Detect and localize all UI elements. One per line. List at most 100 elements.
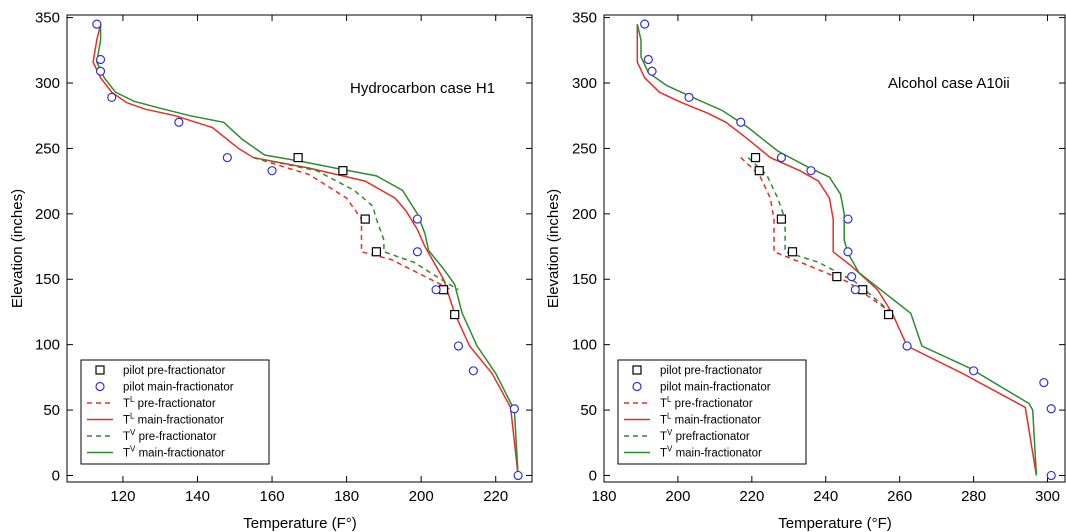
- series-line: [96, 24, 519, 476]
- legend-box: [617, 359, 807, 465]
- x-axis-label: Temperature (F°): [243, 515, 357, 532]
- legend-label: TV main-fractionator: [123, 445, 225, 460]
- legend-label: TL main-fractionator: [660, 412, 761, 427]
- data-point-square: [360, 214, 370, 224]
- y-tick-label: 50: [43, 402, 60, 419]
- x-tick-label: 160: [260, 488, 285, 505]
- y-tick-label: 0: [589, 467, 597, 484]
- data-point-square: [883, 309, 894, 320]
- data-point-square: [832, 272, 842, 282]
- data-point-circle: [902, 341, 912, 351]
- data-point-circle: [92, 19, 102, 29]
- data-point-circle: [643, 54, 653, 65]
- legend-label: TL main-fractionator: [123, 412, 224, 427]
- data-point-circle: [843, 214, 853, 224]
- data-point-circle: [736, 117, 746, 127]
- x-tick-label: 300: [1035, 488, 1060, 505]
- y-tick-label: 200: [35, 206, 60, 223]
- legend-label: pilot main-fractionator: [123, 382, 234, 394]
- data-point-circle: [107, 92, 117, 103]
- x-tick-label: 240: [813, 488, 838, 505]
- x-tick-label: 180: [591, 488, 616, 505]
- legend-label: pilot main-fractionator: [660, 382, 771, 394]
- legend-label: TV prefractionator: [660, 428, 750, 443]
- plot-frame: [66, 14, 533, 483]
- y-tick-label: 0: [52, 467, 60, 484]
- data-point-circle: [222, 152, 232, 163]
- data-point-square: [293, 152, 303, 163]
- y-tick-label: 350: [572, 10, 597, 27]
- series-line: [636, 24, 1038, 476]
- y-tick-label: 100: [572, 337, 597, 354]
- legend-marker-circle: [95, 381, 105, 392]
- legend-marker-square: [95, 365, 105, 375]
- y-axis-label: Elevation (inches): [9, 189, 26, 308]
- case-annotation: Alcohol case A10ii: [888, 75, 1010, 92]
- data-point-circle: [412, 214, 423, 224]
- chart-panel-1: 120 140 160 180 200 220 0 50 100 150 200 250 300 350 T…: [9, 10, 533, 532]
- data-point-circle: [847, 272, 857, 282]
- data-point-circle: [95, 66, 106, 76]
- series-line: [740, 157, 893, 314]
- data-point-circle: [412, 247, 423, 257]
- series-line: [253, 156, 459, 291]
- legend-label: TL pre-fractionator: [660, 395, 753, 410]
- data-point-circle: [968, 366, 979, 376]
- x-tick-label: 220: [739, 488, 764, 505]
- y-tick-label: 350: [35, 10, 60, 27]
- data-point-square: [338, 166, 348, 176]
- y-tick-label: 300: [35, 75, 60, 92]
- plot-area: [92, 24, 519, 476]
- x-tick-label: 120: [110, 488, 135, 505]
- legend: pilot pre-fractionator pilot main-fractio…: [617, 359, 807, 465]
- legend-marker-square: [632, 365, 642, 375]
- legend-box: [80, 359, 270, 465]
- data-point-circle: [468, 366, 478, 376]
- data-point-square: [371, 247, 382, 257]
- y-tick-label: 250: [35, 140, 60, 157]
- data-point-circle: [1039, 377, 1049, 388]
- data-point-circle: [267, 166, 277, 176]
- y-tick-label: 150: [35, 271, 60, 288]
- data-point-square: [776, 214, 787, 224]
- data-point-circle: [1046, 470, 1056, 481]
- series-line: [747, 157, 893, 314]
- legend-marker-circle: [632, 381, 642, 392]
- legend-label: pilot pre-fractionator: [123, 365, 225, 377]
- data-point-circle: [174, 117, 184, 127]
- data-point-circle: [95, 54, 106, 65]
- y-tick-label: 250: [572, 140, 597, 157]
- data-point-square: [787, 247, 798, 257]
- data-point-circle: [509, 404, 519, 414]
- data-point-circle: [806, 166, 816, 176]
- legend: pilot pre-fractionator pilot main-fractio…: [80, 359, 270, 465]
- data-point-square: [438, 285, 449, 295]
- data-point-square: [450, 309, 460, 320]
- x-tick-label: 200: [665, 488, 690, 505]
- data-point-square: [754, 166, 764, 176]
- y-tick-label: 50: [580, 402, 597, 419]
- x-tick-label: 280: [961, 488, 986, 505]
- series-line: [636, 24, 1038, 476]
- data-point-circle: [640, 19, 650, 29]
- x-tick-label: 180: [334, 488, 359, 505]
- legend-label: TV main-fractionator: [660, 445, 762, 460]
- data-point-circle: [431, 285, 441, 295]
- y-tick-label: 300: [572, 75, 597, 92]
- x-axis-label: Temperature (°F): [778, 515, 892, 532]
- data-point-circle: [453, 341, 464, 351]
- data-point-square: [750, 152, 761, 163]
- legend-label: TL pre-fractionator: [123, 395, 216, 410]
- legend-label: TV pre-fractionator: [123, 428, 217, 443]
- y-axis-label: Elevation (inches): [545, 189, 562, 308]
- x-tick-label: 200: [409, 488, 434, 505]
- y-tick-label: 100: [35, 337, 60, 354]
- data-point-circle: [513, 470, 523, 481]
- series-line: [92, 24, 519, 476]
- data-point-circle: [647, 66, 657, 76]
- data-point-circle: [1046, 404, 1056, 414]
- x-tick-label: 140: [185, 488, 210, 505]
- legend-label: pilot pre-fractionator: [660, 365, 762, 377]
- case-annotation: Hydrocarbon case H1: [350, 80, 495, 97]
